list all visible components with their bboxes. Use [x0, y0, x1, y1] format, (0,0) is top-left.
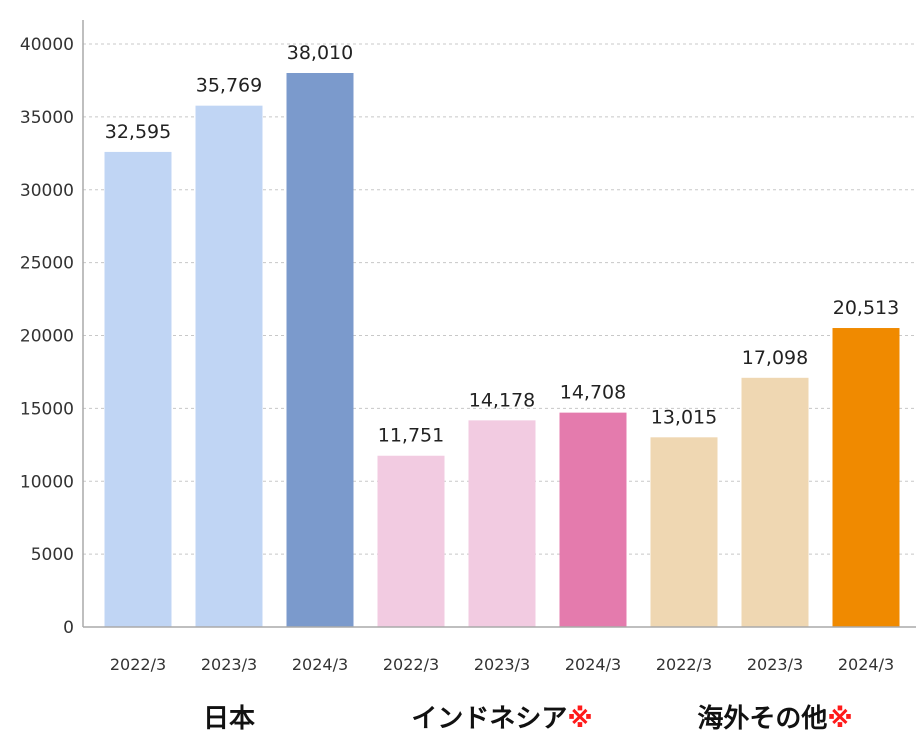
group-label: 海外その他※: [697, 704, 852, 734]
x-tick-label: 2024/3: [292, 655, 348, 674]
data-label: 20,513: [833, 297, 899, 319]
bar: [741, 377, 809, 627]
x-tick-label: 2022/3: [656, 655, 712, 674]
y-tick-label: 40000: [20, 35, 74, 55]
footnote-mark: ※: [827, 704, 852, 734]
bar: [559, 412, 627, 627]
data-label: 14,178: [469, 389, 535, 411]
x-tick-label: 2022/3: [383, 655, 439, 674]
y-tick-label: 20000: [20, 327, 74, 347]
axes: [82, 20, 916, 628]
bar: [832, 328, 900, 627]
data-label: 17,098: [742, 347, 808, 369]
data-label: 38,010: [287, 42, 353, 64]
y-axis-ticks: 0 5000 10000 15000 20000 25000 30000 35000 40000: [20, 35, 74, 638]
data-labels: 32,595 35,769 38,010 11,751 14,178 14,708 13,0…: [105, 42, 899, 447]
y-tick-label: 5000: [31, 545, 74, 565]
x-tick-label: 2023/3: [747, 655, 803, 674]
y-tick-label: 25000: [20, 254, 74, 274]
data-label: 13,015: [651, 406, 717, 428]
group-label-text: 日本: [203, 704, 255, 734]
x-tick-label: 2024/3: [838, 655, 894, 674]
group-label-text: 海外その他: [697, 704, 827, 734]
y-tick-label: 15000: [20, 399, 74, 419]
y-tick-label: 0: [63, 618, 74, 638]
bar: [377, 455, 445, 627]
group-labels: 日本 インドネシア※ 海外その他※: [203, 704, 853, 734]
data-label: 32,595: [105, 121, 171, 143]
group-label: 日本: [203, 704, 255, 734]
data-label: 35,769: [196, 75, 262, 97]
group-label: インドネシア※: [411, 704, 592, 734]
x-axis-ticks: 2022/3 2023/3 2024/3 2022/3 2023/3 2024/3 2022…: [110, 655, 894, 674]
x-tick-label: 2022/3: [110, 655, 166, 674]
group-label-text: インドネシア: [411, 704, 567, 734]
bar: [195, 105, 263, 628]
footnote-mark: ※: [567, 704, 592, 734]
x-tick-label: 2024/3: [565, 655, 621, 674]
x-tick-label: 2023/3: [474, 655, 530, 674]
data-label: 11,751: [378, 425, 444, 447]
y-tick-label: 10000: [20, 472, 74, 492]
bars: [104, 73, 900, 628]
data-label: 14,708: [560, 382, 626, 404]
bar: [468, 420, 536, 627]
y-tick-label: 35000: [20, 108, 74, 128]
x-tick-label: 2023/3: [201, 655, 257, 674]
bar: [650, 437, 718, 627]
bar: [104, 151, 172, 628]
bar: [286, 73, 354, 627]
y-tick-label: 30000: [20, 181, 74, 201]
